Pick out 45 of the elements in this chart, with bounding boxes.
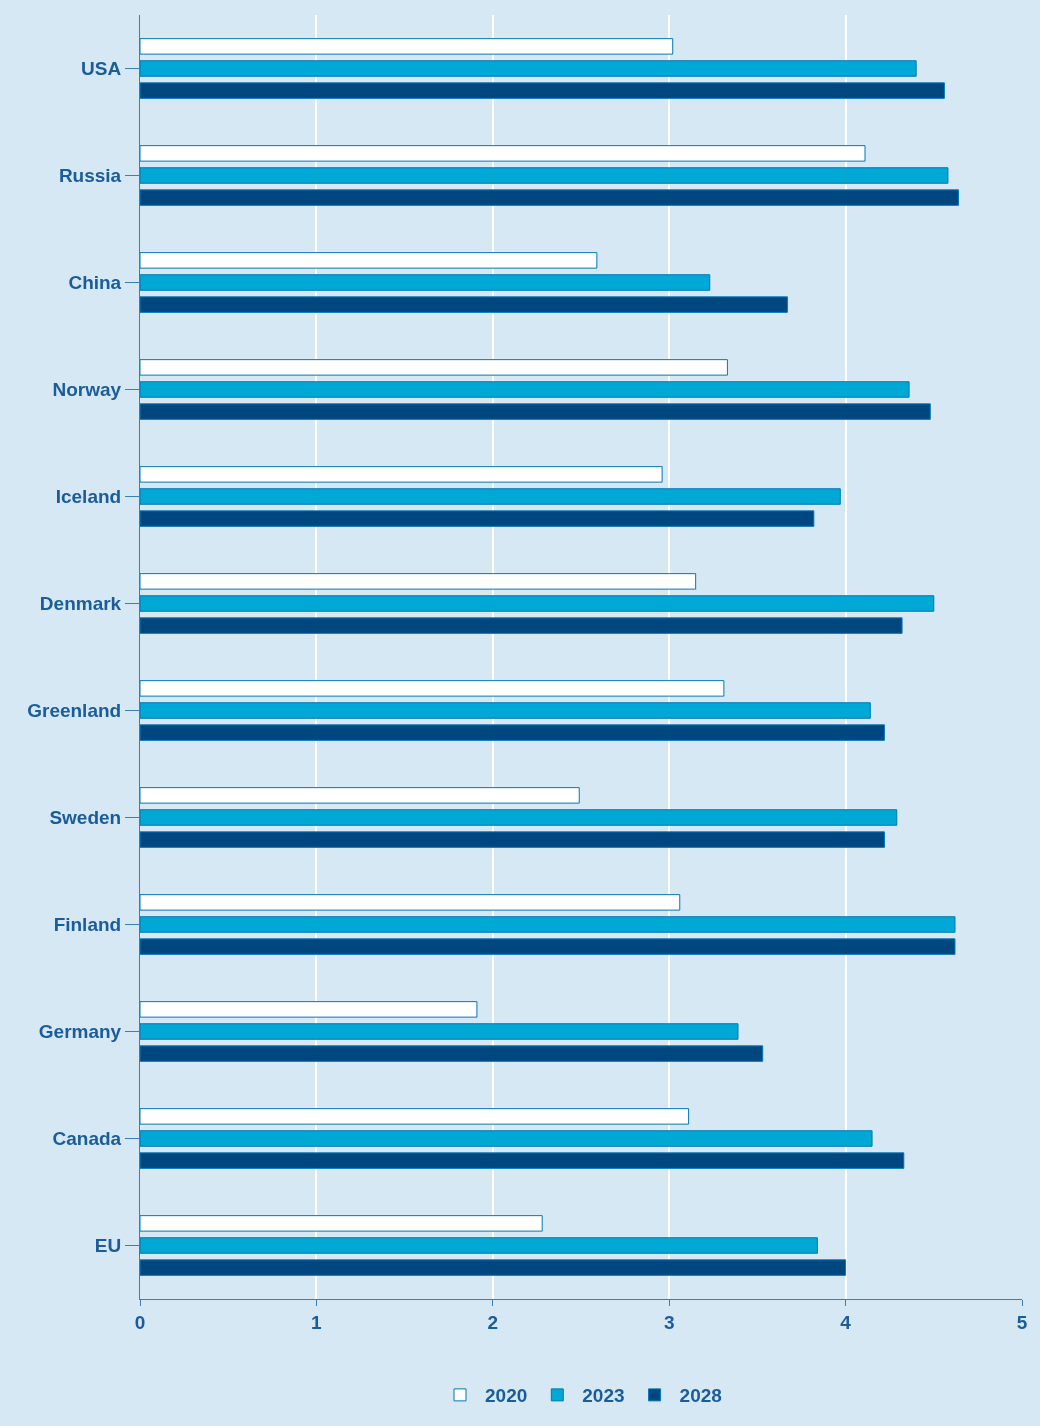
bar (140, 1259, 847, 1276)
x-tick-label: 0 (134, 1311, 146, 1333)
bar (140, 1152, 905, 1169)
legend-label: 2020 (485, 1385, 528, 1407)
bar (140, 1237, 818, 1254)
bar (140, 1023, 739, 1040)
bar (140, 82, 945, 99)
y-tick-label: Denmark (39, 593, 122, 615)
x-tick-label: 2 (487, 1311, 499, 1333)
bar (140, 488, 841, 505)
bar (140, 916, 956, 933)
bar (140, 167, 949, 184)
bar (140, 702, 871, 719)
y-tick-label: Germany (38, 1021, 122, 1043)
legend-label: 2028 (679, 1385, 722, 1407)
y-tick-label: Canada (52, 1128, 122, 1150)
bar (140, 274, 711, 291)
bar (140, 1045, 764, 1062)
legend-label: 2023 (582, 1385, 625, 1407)
y-tick-label: Finland (53, 914, 122, 936)
bar (140, 403, 931, 420)
bar (140, 595, 935, 612)
bar (140, 381, 910, 398)
bar (140, 1130, 873, 1147)
bar (140, 938, 956, 955)
x-tick-label: 3 (663, 1311, 675, 1333)
bar (140, 60, 917, 77)
bar (140, 724, 885, 741)
bar (140, 617, 903, 634)
y-tick-label: Greenland (27, 700, 122, 722)
y-tick-label: Iceland (55, 486, 122, 508)
y-tick-label: Russia (58, 165, 122, 187)
y-tick-label: Sweden (49, 807, 122, 829)
bar (140, 831, 885, 848)
y-tick-label: China (68, 272, 122, 294)
x-tick-label: 4 (840, 1311, 852, 1333)
y-tick-label: Norway (52, 379, 122, 401)
bar (140, 296, 788, 313)
bar (140, 510, 815, 527)
y-tick-label: EU (94, 1235, 122, 1257)
bar (140, 809, 898, 826)
y-tick-label: USA (81, 58, 122, 80)
bar (140, 189, 959, 206)
x-tick-label: 5 (1016, 1311, 1028, 1333)
x-tick-label: 1 (311, 1311, 323, 1333)
